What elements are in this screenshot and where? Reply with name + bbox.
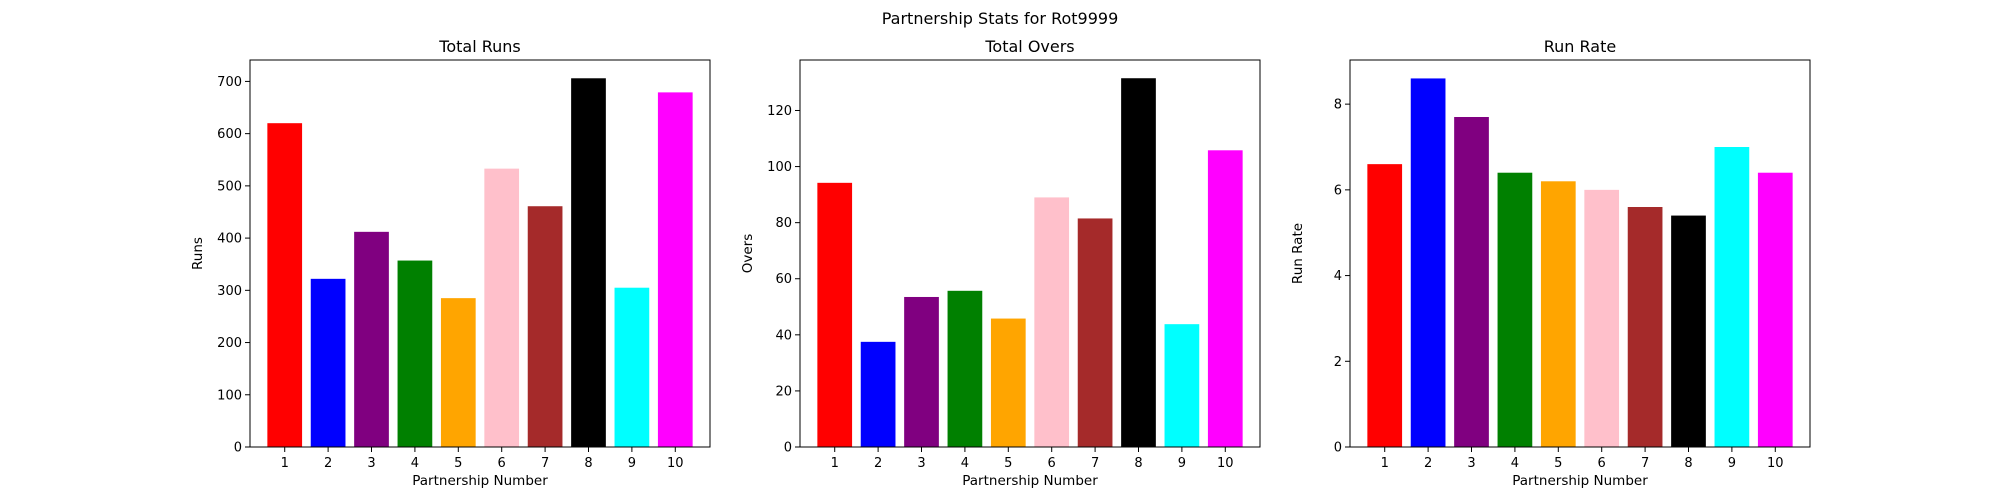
chart-2-xtick-label: 8 bbox=[1684, 456, 1692, 471]
chart-0-bar-6 bbox=[484, 168, 520, 447]
chart-0-title: Total Runs bbox=[438, 37, 520, 56]
chart-0-bar-8 bbox=[571, 78, 606, 447]
chart-2-xtick-label: 5 bbox=[1554, 456, 1562, 471]
chart-0-xtick-label: 7 bbox=[541, 456, 549, 471]
chart-0-xtick-label: 10 bbox=[667, 456, 684, 471]
chart-2-xtick-label: 9 bbox=[1728, 456, 1736, 471]
chart-0-ylabel: Runs bbox=[190, 237, 206, 270]
chart-2-xtick-label: 7 bbox=[1641, 456, 1649, 471]
chart-2-bar-7 bbox=[1627, 207, 1663, 447]
chart-2-ytick-label: 0 bbox=[1334, 441, 1342, 456]
chart-2-bar-2 bbox=[1410, 78, 1446, 448]
chart-2-ytick-label: 2 bbox=[1334, 355, 1342, 370]
chart-1-xtick-label: 3 bbox=[917, 456, 925, 471]
chart-1-ytick-label: 60 bbox=[775, 272, 792, 287]
chart-1-xtick-label: 4 bbox=[961, 456, 969, 471]
chart-1-bar-6 bbox=[1034, 197, 1070, 447]
chart-0-bar-5 bbox=[440, 298, 476, 447]
chart-0-xtick-label: 6 bbox=[498, 456, 506, 471]
chart-2-xlabel: Partnership Number bbox=[1512, 473, 1648, 489]
chart-1-bar-10 bbox=[1207, 150, 1243, 448]
chart-2-xtick-label: 3 bbox=[1467, 456, 1475, 471]
chart-0-xtick-label: 3 bbox=[367, 456, 375, 471]
chart-1-xtick-label: 5 bbox=[1004, 456, 1012, 471]
chart-1-ylabel: Overs bbox=[740, 234, 756, 274]
chart-2-title: Run Rate bbox=[1544, 37, 1616, 56]
chart-1-bar-2 bbox=[860, 341, 896, 447]
chart-0-ytick-label: 500 bbox=[217, 179, 242, 194]
chart-1-xtick-label: 2 bbox=[874, 456, 882, 471]
chart-0-bar-4 bbox=[397, 260, 433, 447]
chart-2-bar-3 bbox=[1454, 117, 1489, 447]
chart-1-bar-5 bbox=[990, 318, 1026, 447]
chart-2-bar-6 bbox=[1584, 189, 1620, 448]
chart-1-xtick-label: 10 bbox=[1217, 456, 1234, 471]
chart-1-bar-9 bbox=[1164, 324, 1200, 447]
chart-1-xtick-label: 9 bbox=[1178, 456, 1186, 471]
chart-0-ytick-label: 400 bbox=[217, 232, 242, 247]
chart-0-xlabel: Partnership Number bbox=[412, 473, 548, 489]
chart-2-ytick-label: 4 bbox=[1334, 269, 1342, 284]
chart-2-bar-1 bbox=[1367, 164, 1403, 447]
chart-1-ytick-label: 20 bbox=[775, 384, 792, 399]
chart-2-bar-8 bbox=[1671, 215, 1706, 447]
chart-1-title: Total Overs bbox=[984, 37, 1074, 56]
chart-2-ytick-label: 8 bbox=[1334, 98, 1342, 113]
chart-1-ytick-label: 0 bbox=[784, 441, 792, 456]
chart-2-ytick-label: 6 bbox=[1334, 183, 1342, 198]
chart-2-bar-4 bbox=[1497, 172, 1533, 447]
chart-0-axes-frame bbox=[249, 59, 711, 448]
chart-2-xtick-label: 2 bbox=[1424, 456, 1432, 471]
chart-1-xlabel: Partnership Number bbox=[962, 473, 1098, 489]
chart-0-xtick-label: 1 bbox=[281, 456, 289, 471]
chart-run-rate: 1 2 3 4 5 6 7 8 9 10 0 2 4 6 8 Run Rate Partnership Numb… bbox=[1290, 37, 1811, 489]
chart-0-xtick-label: 4 bbox=[411, 456, 419, 471]
chart-0-xtick-label: 2 bbox=[324, 456, 332, 471]
figure-title: Partnership Stats for Rot9999 bbox=[882, 9, 1119, 28]
chart-1-bar-8 bbox=[1121, 78, 1156, 447]
chart-2-xtick-label: 4 bbox=[1511, 456, 1519, 471]
chart-2-axes-frame bbox=[1349, 59, 1811, 448]
chart-0-xtick-label: 5 bbox=[454, 456, 462, 471]
chart-1-bar-3 bbox=[904, 296, 939, 447]
chart-1-ytick-label: 120 bbox=[767, 104, 792, 119]
chart-0-ytick-label: 0 bbox=[234, 441, 242, 456]
chart-1-xtick-label: 7 bbox=[1091, 456, 1099, 471]
chart-0-bar-1 bbox=[267, 123, 303, 447]
chart-0-ytick-label: 700 bbox=[217, 75, 242, 90]
chart-1-bar-7 bbox=[1077, 218, 1113, 447]
chart-2-xtick-label: 6 bbox=[1598, 456, 1606, 471]
chart-0-xtick-label: 8 bbox=[584, 456, 592, 471]
chart-0-ytick-label: 200 bbox=[217, 336, 242, 351]
chart-0-ytick-label: 300 bbox=[217, 284, 242, 299]
chart-1-bar-4 bbox=[947, 290, 983, 447]
chart-1-ytick-label: 80 bbox=[775, 216, 792, 231]
chart-1-ytick-label: 40 bbox=[775, 328, 792, 343]
chart-1-ytick-label: 100 bbox=[767, 160, 792, 175]
chart-1-xtick-label: 1 bbox=[831, 456, 839, 471]
chart-0-bar-3 bbox=[354, 231, 389, 447]
chart-1-axes-frame bbox=[799, 59, 1261, 448]
chart-2-bar-10 bbox=[1757, 172, 1793, 447]
chart-0-bar-10 bbox=[657, 92, 693, 447]
chart-2-xtick-label: 10 bbox=[1767, 456, 1784, 471]
chart-0-ytick-label: 600 bbox=[217, 127, 242, 142]
chart-2-xtick-label: 1 bbox=[1381, 456, 1389, 471]
chart-0-xtick-label: 9 bbox=[628, 456, 636, 471]
chart-1-xtick-label: 8 bbox=[1134, 456, 1142, 471]
chart-0-bar-2 bbox=[310, 278, 346, 447]
chart-2-bar-5 bbox=[1540, 181, 1576, 448]
chart-0-bar-7 bbox=[527, 206, 563, 447]
chart-1-bar-1 bbox=[817, 182, 853, 447]
chart-2-ylabel: Run Rate bbox=[1290, 223, 1306, 284]
chart-1-xtick-label: 6 bbox=[1048, 456, 1056, 471]
chart-0-bar-9 bbox=[614, 287, 650, 447]
chart-0-ytick-label: 100 bbox=[217, 388, 242, 403]
chart-2-bar-9 bbox=[1714, 147, 1750, 447]
